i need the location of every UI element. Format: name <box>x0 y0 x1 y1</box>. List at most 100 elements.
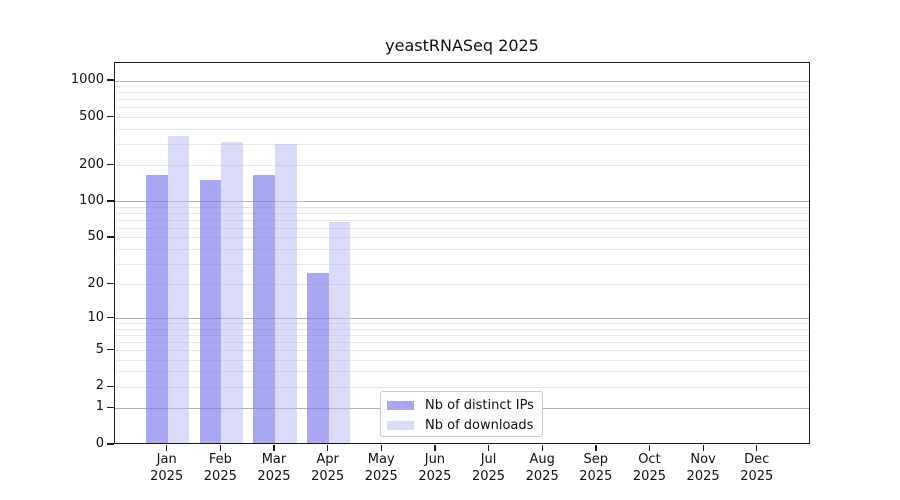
x-tick-month: Jul <box>480 452 497 467</box>
gridline-minor <box>115 143 809 145</box>
x-tick-month: Feb <box>208 452 232 467</box>
y-tick-mark <box>107 317 114 319</box>
x-tick-year: 2025 <box>418 468 452 484</box>
gridline-minor <box>115 206 809 208</box>
gridline-minor <box>115 284 809 286</box>
gridline-minor <box>115 350 809 352</box>
bar-downloads <box>274 143 297 443</box>
x-tick-year: 2025 <box>471 468 506 484</box>
x-tick-mark <box>166 445 168 451</box>
x-tick-label: Mar 2025 <box>242 452 306 485</box>
y-tick-label: 5 <box>95 341 104 357</box>
x-tick-mark <box>273 445 275 451</box>
gridline-minor <box>115 128 809 130</box>
y-tick-mark <box>107 79 114 81</box>
x-tick-month: Dec <box>744 452 770 467</box>
legend-label-downloads: Nb of downloads <box>425 417 534 433</box>
y-tick-mark <box>107 115 114 118</box>
x-tick-mark <box>487 445 490 451</box>
gridline-major <box>115 80 809 82</box>
x-tick-label: Sep 2025 <box>564 452 628 485</box>
gridline-minor <box>115 117 809 118</box>
x-tick-year: 2025 <box>740 468 774 484</box>
gridline-minor <box>115 227 809 229</box>
y-tick-mark <box>107 385 114 387</box>
y-tick-label: 1 <box>95 399 104 415</box>
x-tick-label: Jun 2025 <box>403 452 467 485</box>
y-tick-label: 50 <box>87 228 104 244</box>
gridline-minor <box>115 359 809 361</box>
legend-label-distinct-ips: Nb of distinct IPs <box>425 397 534 413</box>
bar-distinct-ips <box>307 273 329 443</box>
gridline-minor <box>115 371 809 373</box>
x-tick-month: Mar <box>261 452 287 467</box>
x-tick-year: 2025 <box>150 468 184 484</box>
y-tick-label: 10 <box>87 309 104 325</box>
gridline-minor <box>115 213 809 214</box>
y-tick-mark <box>107 349 114 351</box>
x-tick-month: Jun <box>424 452 446 467</box>
x-tick-year: 2025 <box>632 468 666 484</box>
x-tick-label: Feb 2025 <box>188 452 252 485</box>
bar-distinct-ips <box>146 175 168 443</box>
gridline-minor <box>115 219 809 221</box>
gridline-major <box>115 318 809 320</box>
x-tick-month: Sep <box>583 452 609 467</box>
x-tick-year: 2025 <box>203 468 237 484</box>
x-tick-mark <box>434 445 436 451</box>
plot-area <box>114 62 810 444</box>
x-tick-month: Apr <box>316 452 339 467</box>
x-tick-mark <box>541 445 543 451</box>
x-tick-mark <box>595 445 597 451</box>
x-tick-month: Oct <box>638 452 661 467</box>
x-tick-label: Jan 2025 <box>135 452 199 485</box>
y-tick-mark <box>107 443 114 445</box>
y-tick-label: 500 <box>79 108 104 124</box>
gridline-minor <box>115 334 809 336</box>
x-tick-month: Jan <box>156 452 177 467</box>
x-tick-year: 2025 <box>579 468 613 484</box>
x-tick-mark <box>380 445 382 451</box>
legend-item-downloads: Nb of downloads <box>381 415 542 435</box>
bar-distinct-ips <box>199 180 222 443</box>
gridline-minor <box>115 263 809 265</box>
bar-downloads <box>328 221 351 443</box>
gridline-minor <box>115 99 809 101</box>
x-tick-mark <box>702 445 704 451</box>
x-tick-month: Aug <box>529 452 555 467</box>
x-tick-mark <box>219 445 222 451</box>
gridline-minor <box>115 107 809 109</box>
x-tick-label: Jul 2025 <box>457 452 521 485</box>
bar-downloads <box>167 135 190 443</box>
y-tick-label: 200 <box>79 156 104 172</box>
y-tick-label: 1000 <box>70 72 104 88</box>
y-tick-label: 0 <box>95 436 104 451</box>
gridline-minor <box>115 86 809 88</box>
legend-swatch-distinct-ips-icon <box>387 400 414 410</box>
x-tick-label: Apr 2025 <box>296 452 360 485</box>
chart-title: yeastRNASeq 2025 <box>385 36 539 55</box>
x-tick-month: May <box>367 452 395 467</box>
y-tick-mark <box>107 200 114 202</box>
y-tick-mark <box>107 283 114 285</box>
legend-swatch-downloads-icon <box>387 420 414 430</box>
gridline-minor <box>115 237 809 239</box>
x-tick-mark <box>756 445 758 451</box>
bar-downloads <box>221 142 243 443</box>
gridline-major <box>115 201 809 203</box>
x-tick-label: Nov 2025 <box>671 452 735 485</box>
x-tick-year: 2025 <box>525 468 559 484</box>
legend-item-distinct-ips: Nb of distinct IPs <box>381 395 542 415</box>
x-tick-mark <box>327 445 329 451</box>
y-tick-label: 2 <box>95 378 104 394</box>
gridline-minor <box>115 386 809 388</box>
y-tick-mark <box>107 164 114 166</box>
y-tick-mark <box>107 406 114 409</box>
x-tick-year: 2025 <box>311 468 345 484</box>
x-tick-label: May 2025 <box>349 452 413 485</box>
x-tick-mark <box>648 445 651 451</box>
gridline-minor <box>115 323 809 325</box>
x-tick-label: Oct 2025 <box>617 452 681 485</box>
gridline-minor <box>115 248 809 250</box>
